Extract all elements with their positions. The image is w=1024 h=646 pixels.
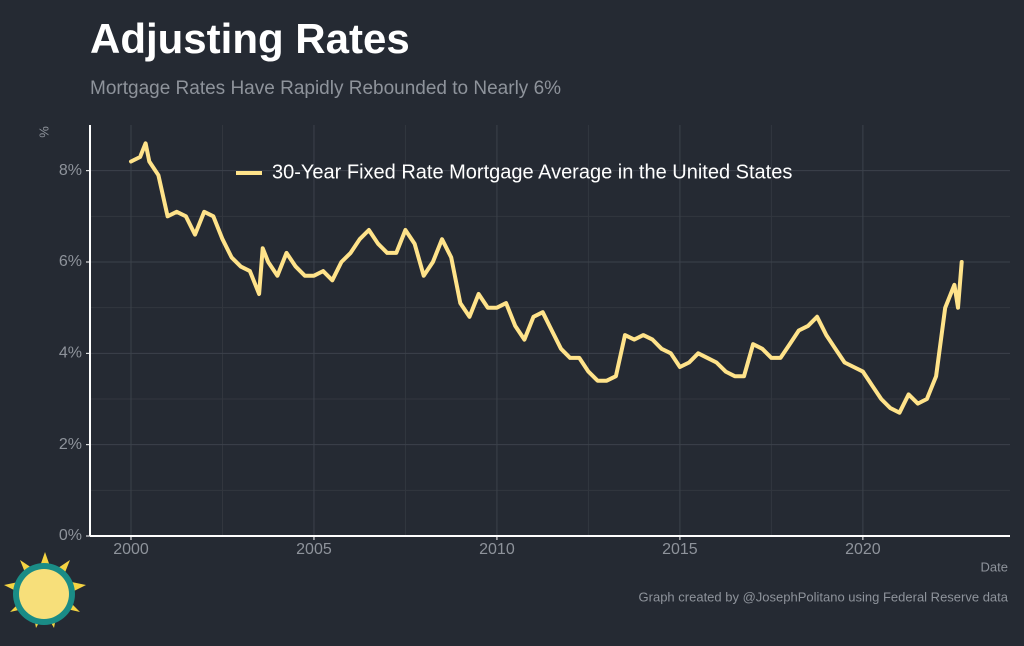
legend-label: 30-Year Fixed Rate Mortgage Average in t… xyxy=(272,161,792,183)
x-tick-label: 2020 xyxy=(845,541,881,558)
y-tick-label: 0% xyxy=(59,527,82,544)
y-tick-label: 2% xyxy=(59,436,82,453)
x-tick-label: 2010 xyxy=(479,541,515,558)
series-line xyxy=(129,141,964,415)
y-tick-label: 4% xyxy=(59,345,82,362)
chart-title: Adjusting Rates xyxy=(90,15,410,62)
sun-core xyxy=(19,569,69,619)
x-axis-label: Date xyxy=(981,559,1008,574)
logo xyxy=(4,552,86,628)
y-tick-label: 8% xyxy=(59,162,82,179)
x-tick-label: 2005 xyxy=(296,541,332,558)
caption: Graph created by @JosephPolitano using F… xyxy=(639,589,1009,604)
y-axis-label: % xyxy=(36,126,51,138)
y-tick-label: 6% xyxy=(59,253,82,270)
chart-subtitle: Mortgage Rates Have Rapidly Rebounded to… xyxy=(90,78,561,99)
x-tick-label: 2000 xyxy=(113,541,149,558)
x-tick-label: 2015 xyxy=(662,541,698,558)
